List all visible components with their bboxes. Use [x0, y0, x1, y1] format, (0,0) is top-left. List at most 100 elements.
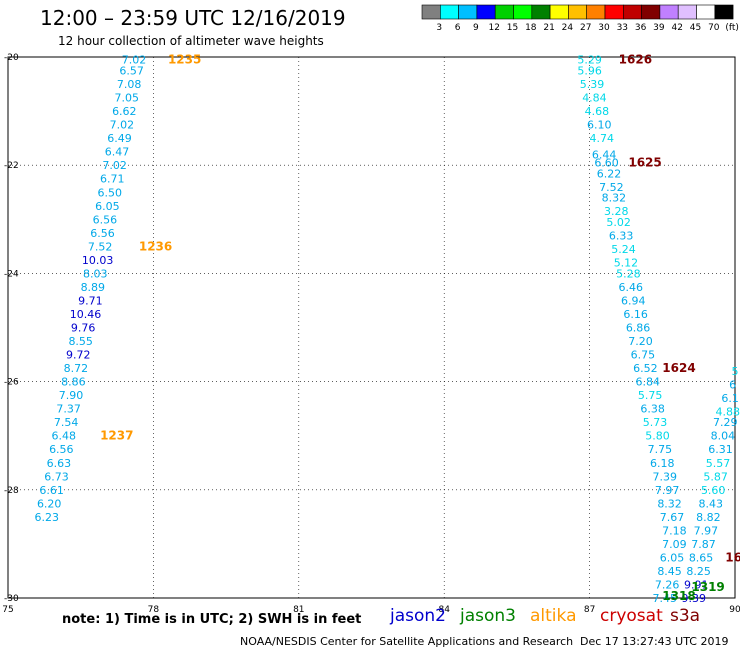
wave-height-point: 5.60: [701, 484, 726, 497]
wave-height-point: 4.88: [715, 405, 740, 418]
wave-height-point: 8.03: [83, 267, 108, 280]
page-subtitle: 12 hour collection of altimeter wave hei…: [58, 34, 324, 48]
wave-height-point: 5.96: [577, 65, 602, 78]
wave-height-point: 7.18: [662, 524, 687, 537]
wave-height-point: 6.75: [631, 349, 656, 362]
wave-height-point: 7.02: [122, 54, 147, 67]
wave-height-point: 7.52: [599, 181, 624, 194]
wave-height-point: 4.84: [582, 92, 607, 105]
wave-height-point: 6.20: [37, 497, 62, 510]
legend-label: 36: [635, 23, 647, 33]
color-legend: 3 6 9 12 15 18 21 24 27 30 33 36 39 42 45 70 (ft): [421, 4, 739, 33]
wave-height-point: 5.02: [606, 216, 631, 229]
wave-height-point: 7.20: [628, 335, 653, 348]
wave-height-point: 7.02: [110, 119, 135, 132]
wave-height-point: 6.05: [660, 551, 685, 564]
y-tick-label: -20: [4, 53, 19, 63]
wave-height-point: 9.91: [684, 578, 709, 591]
legend-swatch: [458, 4, 478, 20]
wave-height-point: 8.89: [81, 281, 106, 294]
wave-height-point: 8.32: [657, 497, 682, 510]
credit: NOAA/NESDIS Center for Satellite Applica…: [240, 635, 574, 648]
legend-swatch: [549, 4, 569, 20]
wave-height-point: 5.28: [616, 267, 641, 280]
y-tick-label: -28: [4, 486, 19, 496]
wave-height-labels: 7.026.577.087.056.627.026.496.477.026.71…: [35, 53, 740, 605]
legend-swatch: [476, 4, 496, 20]
wave-height-point: 6.46: [619, 281, 644, 294]
wave-height-point: 6.94: [621, 294, 646, 307]
time-label: 1237: [100, 429, 133, 443]
wave-height-point: 7.75: [648, 443, 673, 456]
wave-height-point: 7.97: [694, 524, 719, 537]
legend-label: 33: [617, 23, 628, 33]
wave-height-point: 7.26: [655, 578, 680, 591]
wave-height-point: 6.60: [594, 156, 619, 169]
wave-height-point: 9.76: [71, 322, 96, 335]
wave-height-point: 7.90: [59, 389, 84, 402]
legend-swatch: [494, 4, 514, 20]
wave-height-point: 6.1: [721, 392, 739, 405]
wave-height-point: 5.29: [577, 54, 602, 67]
wave-height-point: 4.68: [585, 105, 610, 118]
wave-height-point: 6: [729, 378, 736, 391]
wave-height-point: 8.55: [68, 335, 93, 348]
wave-height-point: 6.56: [93, 213, 118, 226]
wave-height-point: 5: [732, 365, 739, 378]
wave-height-point: 7.67: [660, 511, 685, 524]
wave-height-point: 6.23: [35, 511, 60, 524]
wave-height-point: 7.97: [655, 484, 680, 497]
timestamp: Dec 17 13:27:43 UTC 2019: [580, 635, 729, 648]
wave-height-point: 6.50: [98, 186, 123, 199]
wave-height-point: 5.87: [703, 470, 728, 483]
legend-swatch: [714, 4, 734, 20]
wave-height-point: 5.73: [643, 416, 668, 429]
legend-label: (ft): [725, 23, 739, 33]
legend-swatch: [696, 4, 716, 20]
wave-height-point: 5.12: [614, 257, 639, 270]
wave-height-point: 5.24: [611, 243, 636, 256]
x-tick-label: 75: [2, 605, 13, 615]
legend-label: 15: [507, 23, 518, 33]
wave-height-point: 8.25: [686, 565, 711, 578]
legend-swatch: [604, 4, 624, 20]
wave-height-point: 8.43: [699, 497, 724, 510]
satellite-name: cryosat: [600, 606, 663, 626]
wave-height-point: 6.22: [597, 167, 622, 180]
wave-height-point: 6.63: [47, 457, 72, 470]
y-tick-label: -22: [4, 161, 19, 171]
time-label: 1318: [662, 589, 695, 603]
legend-swatch: [568, 4, 588, 20]
time-label: 1626: [619, 53, 652, 67]
time-label: 162: [725, 550, 740, 564]
legend-label: 3: [436, 23, 442, 33]
satellite-name: jason2: [390, 606, 446, 626]
x-tick-label: 81: [293, 605, 304, 615]
wave-height-point: 5.80: [645, 430, 670, 443]
legend-swatch: [421, 4, 441, 20]
axis-ticks: 75 78 81 84 87 90 -20 -22 -24 -26 -28 -30: [2, 53, 740, 615]
time-label: 1236: [139, 239, 172, 253]
legend-swatch: [677, 4, 697, 20]
wave-height-point: 5.39: [580, 78, 605, 91]
wave-height-point: 6.71: [100, 173, 125, 186]
wave-height-point: 7.54: [54, 416, 79, 429]
wave-height-point: 9.71: [78, 294, 103, 307]
x-tick-label: 90: [729, 605, 740, 615]
legend-label: 21: [543, 23, 554, 33]
x-tick-label: 78: [148, 605, 160, 615]
wave-height-point: 8.72: [64, 362, 89, 375]
wave-height-point: 7.87: [691, 538, 716, 551]
wave-height-point: 8.82: [696, 511, 721, 524]
wave-height-point: 7.05: [114, 92, 139, 105]
legend-label: 30: [598, 23, 610, 33]
satellite-name: altika: [530, 606, 577, 626]
wave-height-point: 7.29: [713, 416, 738, 429]
wave-height-point: 6.52: [633, 362, 658, 375]
wave-height-point: 6.38: [640, 403, 665, 416]
grid-lines: [7, 56, 736, 599]
wave-height-point: 3.28: [604, 205, 629, 218]
legend-label: 27: [580, 23, 591, 33]
wave-height-point: 8.65: [689, 551, 714, 564]
wave-height-point: 6.56: [90, 227, 115, 240]
